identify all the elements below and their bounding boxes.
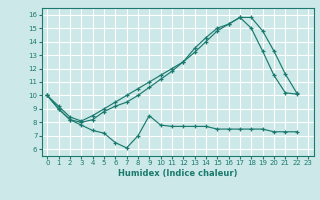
X-axis label: Humidex (Indice chaleur): Humidex (Indice chaleur) xyxy=(118,169,237,178)
